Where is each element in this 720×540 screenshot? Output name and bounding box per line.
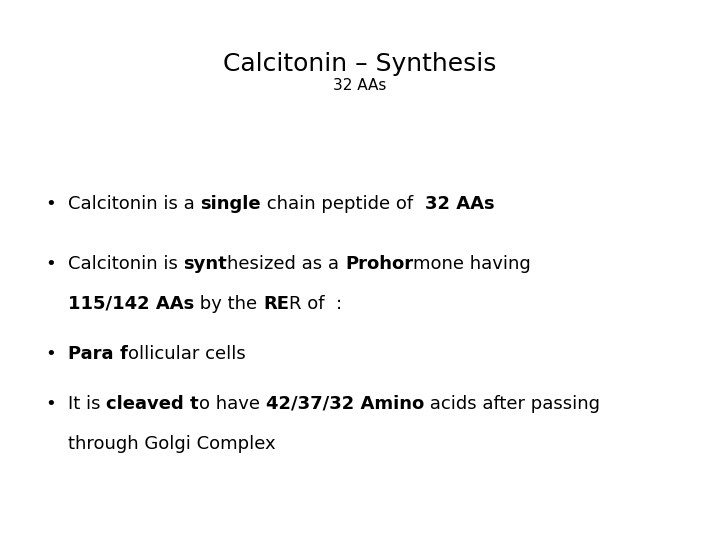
Text: RE: RE — [263, 295, 289, 313]
Text: through Golgi Complex: through Golgi Complex — [68, 435, 276, 453]
Text: single: single — [200, 195, 261, 213]
Text: f: f — [120, 345, 127, 363]
Text: •: • — [45, 345, 55, 363]
Text: •: • — [45, 255, 55, 273]
Text: Prohor: Prohor — [345, 255, 413, 273]
Text: Calcitonin – Synthesis: Calcitonin – Synthesis — [223, 52, 497, 76]
Text: cleaved t: cleaved t — [107, 395, 199, 413]
Text: 115/142 AAs: 115/142 AAs — [68, 295, 194, 313]
Text: •: • — [45, 195, 55, 213]
Text: It is: It is — [68, 395, 107, 413]
Text: Calcitonin is a: Calcitonin is a — [68, 195, 200, 213]
Text: chain peptide of: chain peptide of — [261, 195, 425, 213]
Text: by the: by the — [194, 295, 263, 313]
Text: o have: o have — [199, 395, 266, 413]
Text: R of  :: R of : — [289, 295, 342, 313]
Text: synt: synt — [184, 255, 228, 273]
Text: 32 AAs: 32 AAs — [425, 195, 495, 213]
Text: acids after passing: acids after passing — [424, 395, 600, 413]
Text: •: • — [45, 395, 55, 413]
Text: Calcitonin is: Calcitonin is — [68, 255, 184, 273]
Text: hesized as a: hesized as a — [228, 255, 345, 273]
Text: 42/37/32 Amino: 42/37/32 Amino — [266, 395, 424, 413]
Text: ollicular cells: ollicular cells — [127, 345, 246, 363]
Text: 32 AAs: 32 AAs — [333, 78, 387, 93]
Text: mone having: mone having — [413, 255, 531, 273]
Text: Para: Para — [68, 345, 120, 363]
